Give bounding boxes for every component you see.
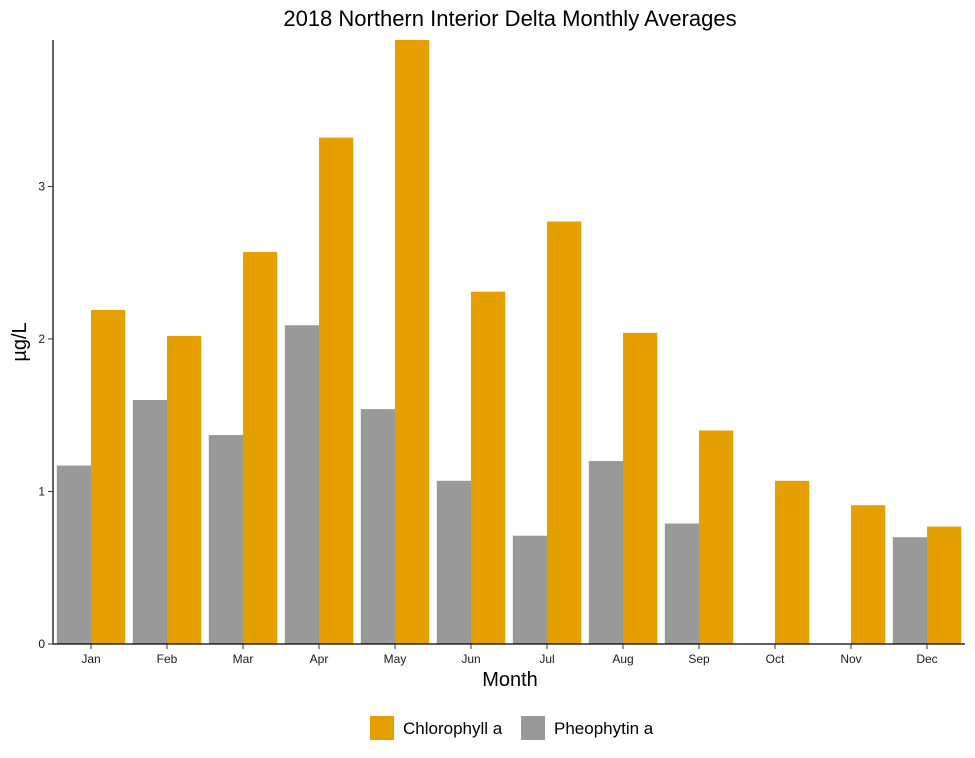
x-ticks: Jan Feb Mar Apr May Jun Jul Aug Sep Oct Nov Dec — [81, 644, 938, 666]
bar-pheophytin-jan — [56, 465, 91, 644]
chart-title: 2018 Northern Interior Delta Monthly Ave… — [283, 6, 736, 31]
bar-pheophytin-dec — [892, 537, 927, 644]
legend-label-pheophytin-a: Pheophytin a — [554, 719, 654, 738]
bar-chlorophyll-may — [395, 40, 430, 644]
legend-swatch-chlorophyll-a — [370, 716, 394, 740]
bar-pheophytin-sep — [664, 523, 699, 644]
y-tick-label: 3 — [38, 179, 45, 193]
x-tick-label: Feb — [157, 652, 178, 666]
x-tick-label: Aug — [612, 652, 633, 666]
bar-pheophytin-may — [360, 409, 395, 644]
x-tick-label: Apr — [310, 652, 329, 666]
x-tick-label: Jun — [461, 652, 480, 666]
bar-chlorophyll-feb — [167, 335, 202, 644]
y-axis-title: µg/L — [9, 322, 31, 361]
x-tick-label: Jan — [81, 652, 100, 666]
y-tick-label: 0 — [38, 637, 45, 651]
y-tick-label: 2 — [38, 332, 45, 346]
bar-chlorophyll-mar — [243, 252, 278, 644]
bar-chlorophyll-dec — [927, 526, 962, 644]
bars-layer — [56, 40, 962, 645]
y-tick-label: 1 — [38, 484, 45, 498]
x-tick-label: Dec — [916, 652, 937, 666]
bar-chlorophyll-sep — [699, 430, 734, 644]
bar-chlorophyll-aug — [623, 332, 658, 644]
x-tick-label: Mar — [233, 652, 254, 666]
x-tick-label: Oct — [766, 652, 785, 666]
x-tick-label: Sep — [688, 652, 710, 666]
bar-chlorophyll-apr — [319, 137, 354, 645]
bar-pheophytin-apr — [284, 325, 319, 644]
x-axis-title: Month — [482, 669, 538, 691]
bar-pheophytin-feb — [132, 399, 167, 644]
bar-chlorophyll-nov — [851, 505, 886, 644]
x-tick-label: Nov — [840, 652, 861, 666]
bar-pheophytin-jul — [512, 535, 547, 644]
legend-swatch-pheophytin-a — [521, 716, 545, 740]
bar-pheophytin-aug — [588, 460, 623, 644]
x-tick-label: May — [384, 652, 407, 666]
bar-pheophytin-jun — [436, 480, 471, 644]
legend: Chlorophyll a Pheophytin a — [370, 716, 654, 740]
bar-chlorophyll-jun — [471, 291, 506, 644]
y-ticks: 0 1 2 3 — [38, 179, 53, 651]
bar-chlorophyll-jul — [547, 221, 582, 644]
x-tick-label: Jul — [539, 652, 554, 666]
bar-pheophytin-mar — [208, 435, 243, 644]
bar-chlorophyll-oct — [775, 480, 810, 644]
legend-label-chlorophyll-a: Chlorophyll a — [403, 719, 503, 738]
bar-chlorophyll-jan — [91, 309, 126, 644]
